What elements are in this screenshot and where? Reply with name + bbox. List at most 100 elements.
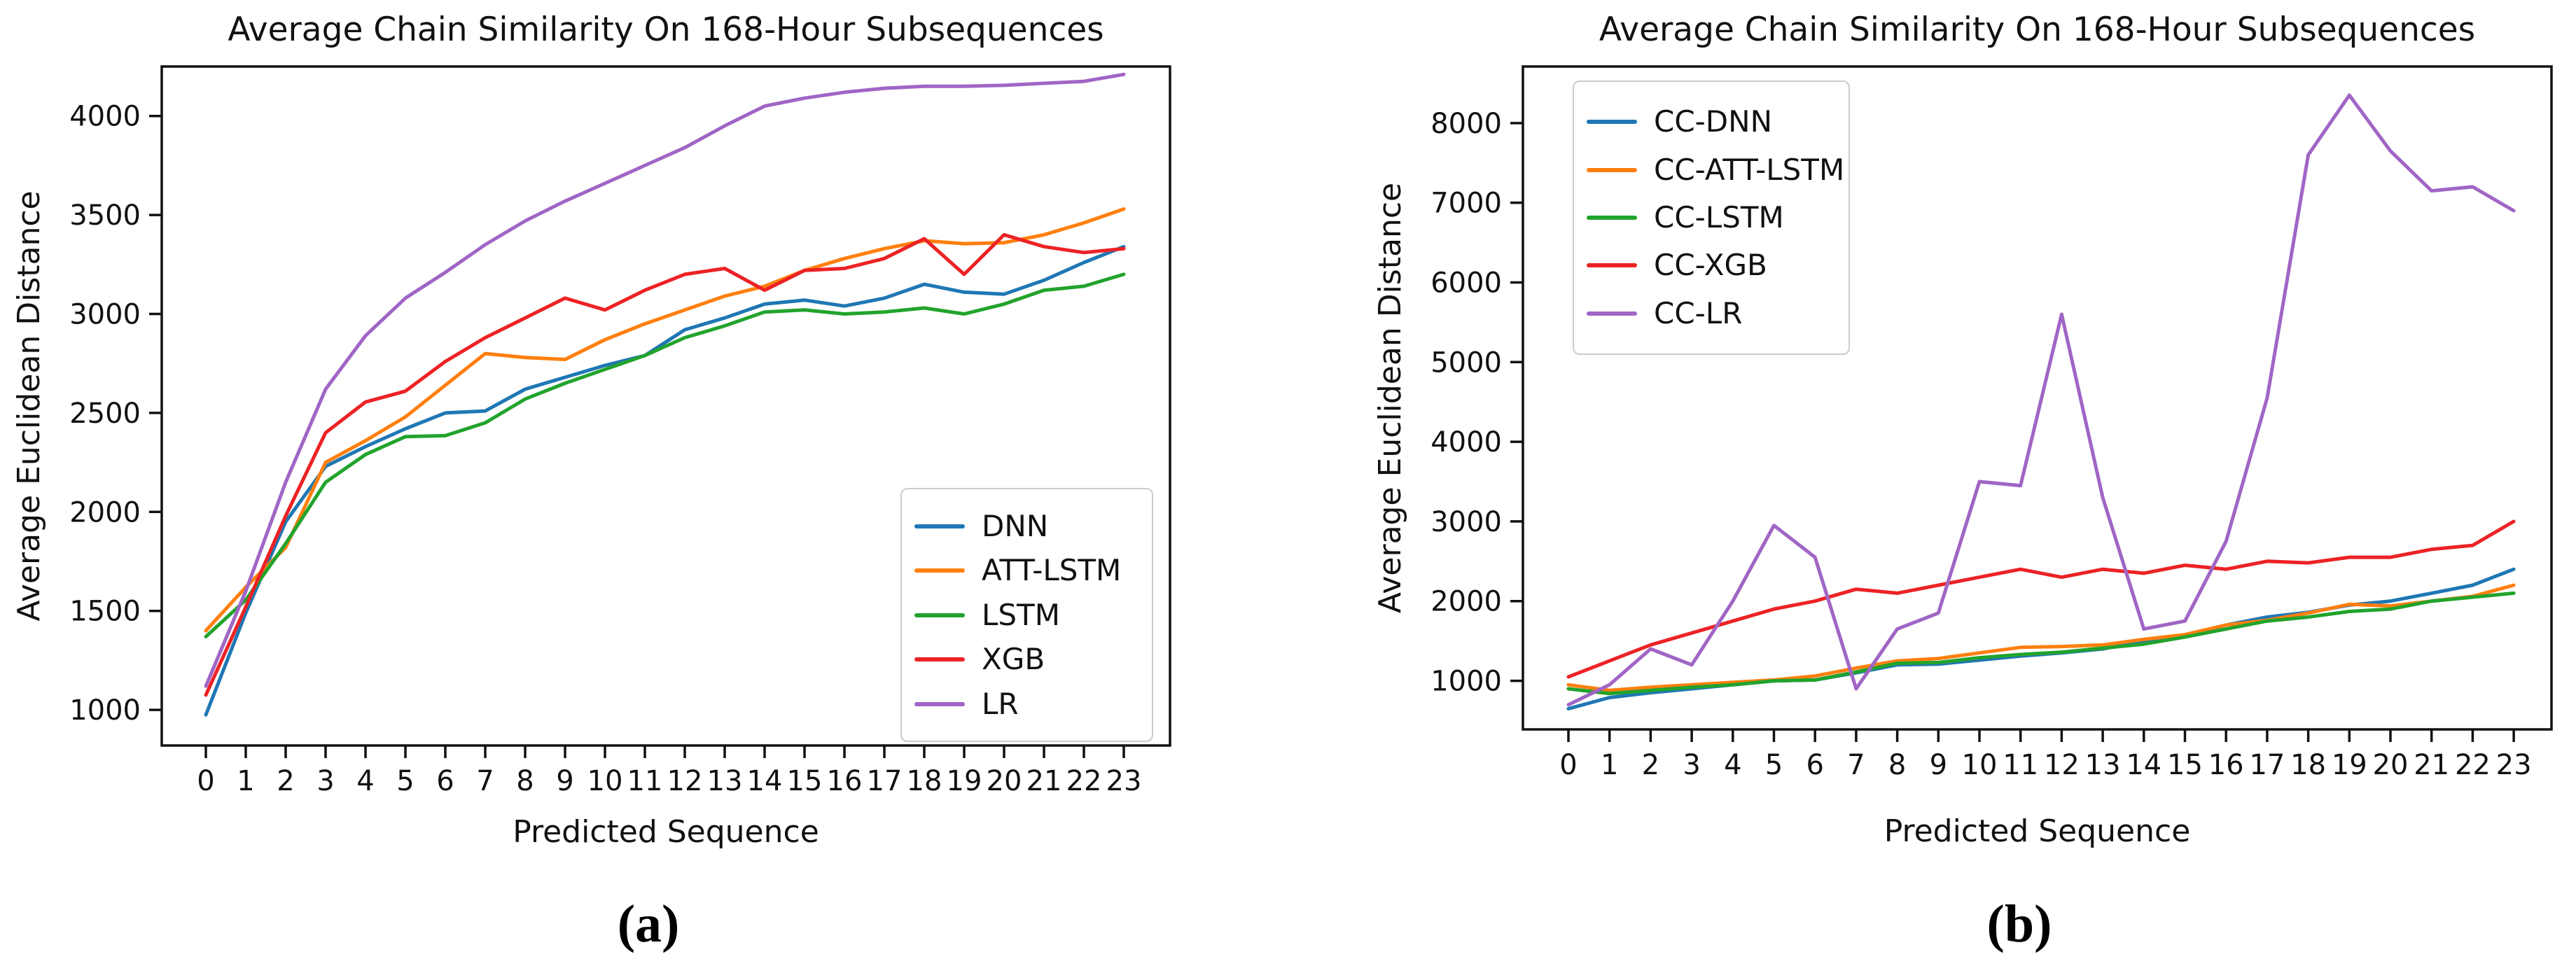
y-tick-label: 3500 xyxy=(69,200,141,232)
caption-a: (a) xyxy=(617,895,680,953)
plot-border-b xyxy=(1522,65,2553,731)
x-tick-label: 3 xyxy=(316,765,334,797)
series-group-a xyxy=(204,72,1126,717)
legend-entry-label: LR xyxy=(982,686,1019,721)
x-tick-label: 7 xyxy=(476,765,494,797)
legend-entry-CC-LR: CC-LR xyxy=(1587,295,1836,330)
series-line-LR xyxy=(204,72,1126,688)
y-tick-label: 3000 xyxy=(69,298,141,330)
x-tick-label: 15 xyxy=(2167,749,2203,781)
x-tick-label: 0 xyxy=(197,765,214,797)
x-tick-label: 1 xyxy=(237,765,254,797)
legend-entry-DNN: DNN xyxy=(914,511,1139,541)
legend-line-swatch xyxy=(1587,215,1637,220)
x-tick-label: 18 xyxy=(907,765,942,797)
series-line-CC-ATT-LSTM xyxy=(1566,583,2516,692)
y-tick-label: 2500 xyxy=(69,398,141,430)
y-tick-label: 2000 xyxy=(69,496,141,528)
x-tick-label: 4 xyxy=(1724,749,1741,781)
y-tick-label: 7000 xyxy=(1430,188,1502,220)
x-tick-label: 6 xyxy=(1806,749,1823,781)
x-tick-label: 3 xyxy=(1683,749,1700,781)
x-tick-label: 9 xyxy=(1930,749,1947,781)
x-tick-label: 2 xyxy=(277,765,294,797)
legend-line-swatch xyxy=(1587,167,1637,172)
y-axis-label-a: Average Euclidean Distance xyxy=(11,190,47,621)
caption-b: (b) xyxy=(1986,895,2052,953)
x-ticks-a: 0 1 2 3 4 5 6 7 8 9 10 11 12 13 14 15 16 17 18 19 20 21 22 23 xyxy=(197,746,1141,797)
y-tick-label: 4000 xyxy=(69,101,141,133)
chart-title-b: Average Chain Similarity On 168-Hour Sub… xyxy=(1599,10,2475,49)
y-tick-label: 3000 xyxy=(1430,506,1502,538)
x-tick-label: 12 xyxy=(2044,749,2080,781)
legend-chart-b: CC-DNN CC-ATT-LSTM CC-LSTM CC-XGB CC-LR xyxy=(1573,80,1850,355)
x-tick-label: 14 xyxy=(2126,749,2161,781)
x-tick-label: 22 xyxy=(1066,765,1102,797)
legend-line-swatch xyxy=(914,657,965,662)
x-axis-label-b: Predicted Sequence xyxy=(1884,813,2191,849)
x-tick-label: 22 xyxy=(2455,749,2491,781)
x-tick-label: 9 xyxy=(556,765,573,797)
legend-entry-CC-XGB: CC-XGB xyxy=(1587,251,1836,280)
y-tick-label: 1000 xyxy=(69,694,141,727)
series-line-ATT-LSTM xyxy=(204,207,1126,633)
legend-line-swatch xyxy=(914,568,965,573)
chart-title-a: Average Chain Similarity On 168-Hour Sub… xyxy=(228,10,1103,49)
legend-line-swatch xyxy=(914,701,965,706)
legend-entry-label: ATT-LSTM xyxy=(982,553,1122,587)
y-tick-label: 1000 xyxy=(1430,666,1502,698)
x-tick-label: 16 xyxy=(827,765,863,797)
legend-entry-XGB: XGB xyxy=(914,645,1139,674)
y-tick-label: 5000 xyxy=(1430,346,1502,379)
y-tick-label: 8000 xyxy=(1430,108,1502,140)
legend-line-swatch xyxy=(1587,311,1637,316)
legend-line-swatch xyxy=(1587,120,1637,125)
x-tick-label: 19 xyxy=(2332,749,2367,781)
x-tick-label: 6 xyxy=(436,765,454,797)
x-ticks-b: 0 1 2 3 4 5 6 7 8 9 10 11 12 13 14 15 16 17 18 19 20 21 22 23 xyxy=(1559,729,2532,781)
chart-b: Average Chain Similarity On 168-Hour Sub… xyxy=(1372,10,2553,849)
x-tick-label: 8 xyxy=(516,765,534,797)
x-tick-label: 8 xyxy=(1888,749,1906,781)
y-ticks-b: 1000 2000 3000 4000 5000 6000 7000 8000 xyxy=(1430,108,1523,698)
series-group-b xyxy=(1566,93,2516,710)
x-tick-label: 4 xyxy=(356,765,374,797)
x-tick-label: 23 xyxy=(2496,749,2532,781)
x-tick-label: 19 xyxy=(947,765,982,797)
y-ticks-a: 1000 1500 2000 2500 3000 3500 4000 xyxy=(69,101,162,727)
x-tick-label: 12 xyxy=(667,765,703,797)
y-tick-label: 4000 xyxy=(1430,426,1502,458)
x-tick-label: 1 xyxy=(1601,749,1618,781)
plot-border-a xyxy=(160,65,1171,747)
series-line-XGB xyxy=(204,232,1126,697)
legend-entry-CC-LSTM: CC-LSTM xyxy=(1587,200,1836,234)
y-tick-label: 2000 xyxy=(1430,586,1502,618)
x-tick-label: 11 xyxy=(2003,749,2038,781)
legend-line-swatch xyxy=(914,524,965,528)
legend-chart-a: DNN ATT-LSTM LSTM XGB LR xyxy=(900,488,1153,742)
x-tick-label: 20 xyxy=(987,765,1022,797)
series-line-CC-XGB xyxy=(1566,519,2516,679)
legend-entry-LSTM: LSTM xyxy=(914,597,1139,632)
series-line-LSTM xyxy=(204,272,1126,638)
x-tick-label: 2 xyxy=(1642,749,1659,781)
x-tick-label: 16 xyxy=(2208,749,2244,781)
x-tick-label: 21 xyxy=(1026,765,1062,797)
legend-entry-ATT-LSTM: ATT-LSTM xyxy=(914,556,1139,585)
legend-entry-label: CC-LR xyxy=(1654,295,1743,330)
x-tick-label: 18 xyxy=(2290,749,2326,781)
chart-a: Average Chain Similarity On 168-Hour Sub… xyxy=(11,10,1171,850)
x-axis-label-a: Predicted Sequence xyxy=(513,814,819,850)
legend-entry-CC-DNN: CC-DNN xyxy=(1587,107,1836,136)
x-tick-label: 17 xyxy=(867,765,903,797)
legend-entry-label: LSTM xyxy=(982,597,1060,632)
series-line-DNN xyxy=(204,244,1126,717)
series-line-CC-LR xyxy=(1566,93,2516,707)
legend-entry-label: CC-LSTM xyxy=(1654,200,1784,234)
legend-entry-label: CC-ATT-LSTM xyxy=(1654,152,1845,187)
legend-line-swatch xyxy=(1587,263,1637,268)
x-tick-label: 20 xyxy=(2373,749,2409,781)
x-tick-label: 11 xyxy=(627,765,663,797)
